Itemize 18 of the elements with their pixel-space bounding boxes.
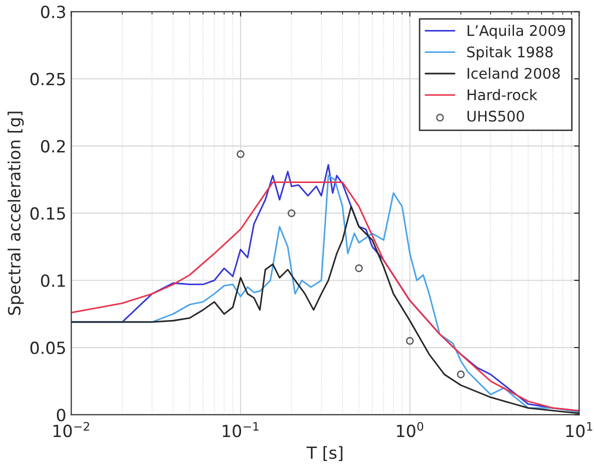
x-tick-label: 10$^{0}$ xyxy=(397,422,424,438)
x-axis-title: T [s] xyxy=(306,446,342,462)
y-tick-label: 0.15 xyxy=(30,207,65,220)
legend-label: Hard-rock xyxy=(468,88,538,100)
legend-label: L’Aquila 2009 xyxy=(468,24,565,39)
y-tick-label: 0.05 xyxy=(30,342,65,354)
y-tick-label: 0.25 xyxy=(30,72,65,86)
y-axis-title: Spectral acceleration [g] xyxy=(8,112,24,315)
y-tick-label: 0 xyxy=(56,408,66,422)
legend-label: Spitak 1988 xyxy=(467,46,553,60)
x-tick-label: 10$^{−2}$ xyxy=(54,422,90,438)
y-tick-label: 0.1 xyxy=(41,274,65,287)
x-tick-label: 10$^{−1}$ xyxy=(222,422,258,438)
y-tick-label: 0.3 xyxy=(41,6,66,18)
y-tick-label: 0.2 xyxy=(41,140,65,153)
legend-label: UHS500 xyxy=(468,110,524,122)
x-tick-label: 10$^{1}$ xyxy=(566,422,592,438)
legend-label: Iceland 2008 xyxy=(468,68,560,79)
